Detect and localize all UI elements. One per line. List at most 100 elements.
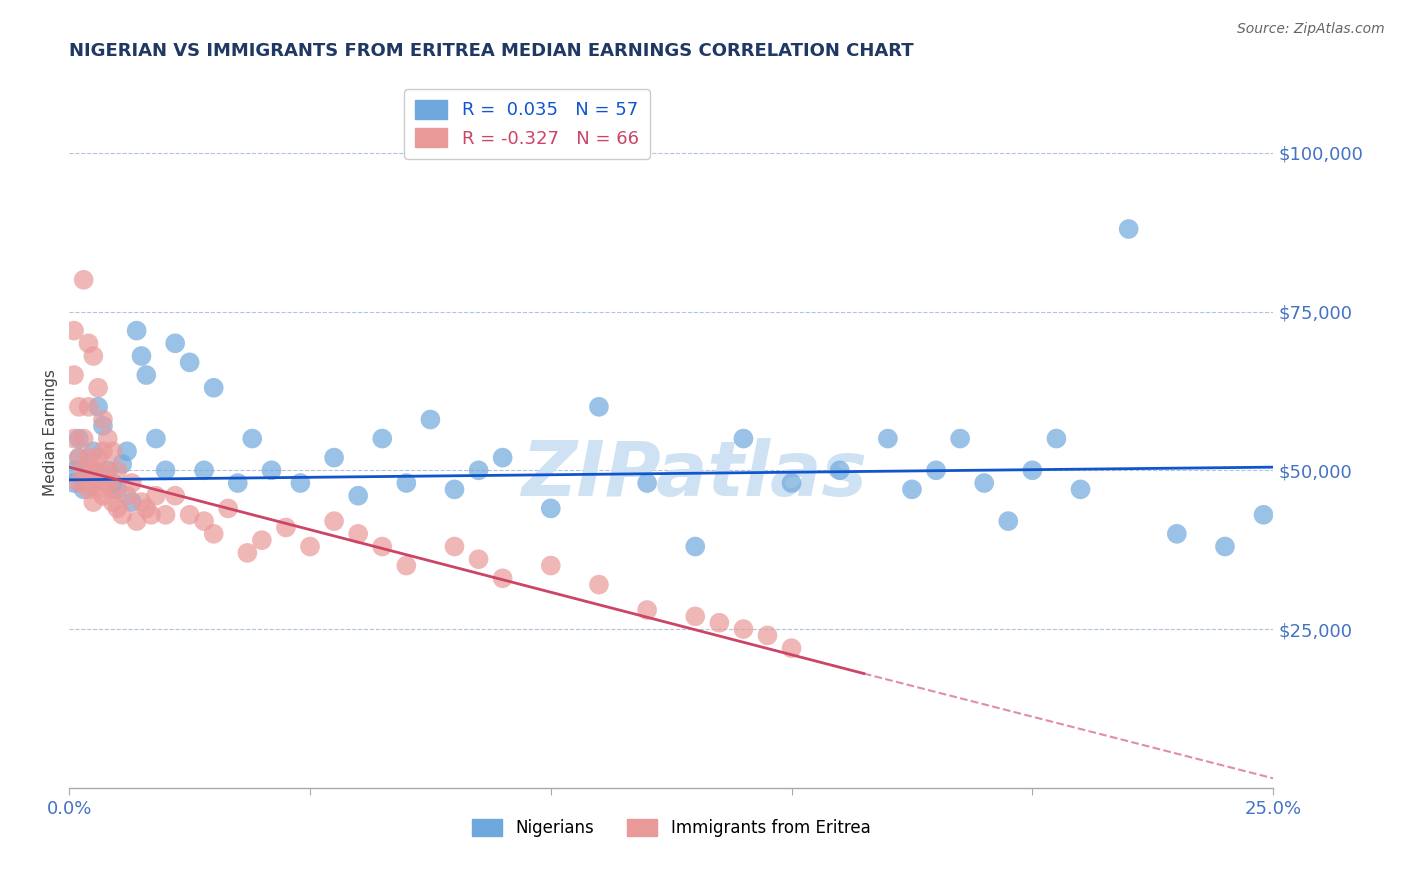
Point	[101, 495, 124, 509]
Point	[733, 432, 755, 446]
Point	[780, 476, 803, 491]
Point	[115, 444, 138, 458]
Point	[540, 501, 562, 516]
Point	[97, 463, 120, 477]
Point	[1118, 222, 1140, 236]
Point	[101, 444, 124, 458]
Point	[756, 628, 779, 642]
Point	[395, 558, 418, 573]
Point	[145, 432, 167, 446]
Point	[87, 400, 110, 414]
Point	[202, 381, 225, 395]
Point	[67, 450, 90, 465]
Point	[97, 432, 120, 446]
Point	[236, 546, 259, 560]
Point	[87, 463, 110, 477]
Point	[63, 368, 86, 382]
Point	[105, 483, 128, 497]
Point	[240, 432, 263, 446]
Point	[165, 336, 187, 351]
Point	[179, 508, 201, 522]
Point	[443, 483, 465, 497]
Point	[828, 463, 851, 477]
Point	[115, 489, 138, 503]
Point	[67, 400, 90, 414]
Point	[125, 324, 148, 338]
Point	[155, 463, 177, 477]
Text: NIGERIAN VS IMMIGRANTS FROM ERITREA MEDIAN EARNINGS CORRELATION CHART: NIGERIAN VS IMMIGRANTS FROM ERITREA MEDI…	[69, 42, 914, 60]
Point	[179, 355, 201, 369]
Point	[323, 450, 346, 465]
Point	[217, 501, 239, 516]
Point	[77, 450, 100, 465]
Point	[733, 622, 755, 636]
Point	[87, 483, 110, 497]
Point	[111, 508, 134, 522]
Text: ZIPatlas: ZIPatlas	[522, 438, 869, 512]
Legend: Nigerians, Immigrants from Eritrea: Nigerians, Immigrants from Eritrea	[465, 812, 877, 844]
Point	[82, 476, 104, 491]
Point	[77, 463, 100, 477]
Point	[139, 508, 162, 522]
Point	[82, 476, 104, 491]
Point	[250, 533, 273, 548]
Point	[260, 463, 283, 477]
Point	[155, 508, 177, 522]
Point	[73, 463, 96, 477]
Point	[87, 450, 110, 465]
Point	[709, 615, 731, 630]
Point	[63, 324, 86, 338]
Point	[121, 476, 143, 491]
Point	[63, 476, 86, 491]
Point	[105, 463, 128, 477]
Point	[73, 476, 96, 491]
Point	[491, 571, 513, 585]
Point	[91, 412, 114, 426]
Point	[491, 450, 513, 465]
Point	[165, 489, 187, 503]
Point	[323, 514, 346, 528]
Point	[395, 476, 418, 491]
Point	[125, 514, 148, 528]
Point	[925, 463, 948, 477]
Point	[949, 432, 972, 446]
Point	[371, 540, 394, 554]
Point	[101, 483, 124, 497]
Point	[419, 412, 441, 426]
Point	[101, 476, 124, 491]
Point	[877, 432, 900, 446]
Point	[91, 489, 114, 503]
Point	[540, 558, 562, 573]
Point	[105, 501, 128, 516]
Point	[901, 483, 924, 497]
Point	[97, 463, 120, 477]
Y-axis label: Median Earnings: Median Earnings	[44, 368, 58, 496]
Text: Source: ZipAtlas.com: Source: ZipAtlas.com	[1237, 22, 1385, 37]
Point	[111, 457, 134, 471]
Point	[77, 483, 100, 497]
Point	[67, 432, 90, 446]
Point	[467, 463, 489, 477]
Point	[91, 444, 114, 458]
Point	[91, 418, 114, 433]
Point	[73, 273, 96, 287]
Point	[1253, 508, 1275, 522]
Point	[1166, 526, 1188, 541]
Point	[193, 463, 215, 477]
Point	[77, 400, 100, 414]
Point	[63, 432, 86, 446]
Point	[588, 400, 610, 414]
Point	[87, 381, 110, 395]
Point	[683, 540, 706, 554]
Point	[73, 483, 96, 497]
Point	[131, 349, 153, 363]
Point	[1045, 432, 1067, 446]
Point	[67, 450, 90, 465]
Point	[467, 552, 489, 566]
Point	[202, 526, 225, 541]
Point	[371, 432, 394, 446]
Point	[82, 444, 104, 458]
Point	[636, 603, 658, 617]
Point	[226, 476, 249, 491]
Point	[443, 540, 465, 554]
